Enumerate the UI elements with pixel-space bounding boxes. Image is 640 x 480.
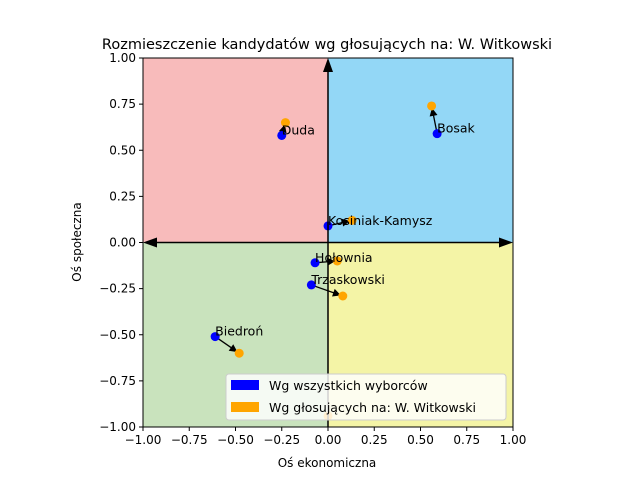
point-voters-3 xyxy=(332,256,342,266)
x-tick-label-4: 0.00 xyxy=(315,433,342,447)
y-tick-label-7: 0.75 xyxy=(109,97,136,111)
legend-swatch-voters xyxy=(231,402,259,412)
point-voters-2 xyxy=(347,215,357,225)
arrow-head-5 xyxy=(228,344,238,353)
point-label-4: Trzaskowski xyxy=(310,272,385,287)
point-voters-4 xyxy=(338,291,348,301)
chart-title: Rozmieszczenie kandydatów wg głosujących… xyxy=(102,37,552,53)
legend-label-all: Wg wszystkich wyborców xyxy=(269,378,428,393)
axis-arrow-left xyxy=(143,237,157,248)
y-tick-label-2: −0.50 xyxy=(99,328,136,342)
y-tick-label-3: −0.25 xyxy=(99,282,136,296)
y-tick-label-8: 1.00 xyxy=(109,51,136,65)
point-label-1: Bosak xyxy=(437,121,475,136)
y-tick-label-4: 0.00 xyxy=(109,236,136,250)
legend: Wg wszystkich wyborców Wg głosujących na… xyxy=(225,373,507,421)
quadrant-top-left xyxy=(143,58,328,243)
x-axis-title: Oś ekonomiczna xyxy=(278,456,377,470)
y-tick-label-6: 0.50 xyxy=(109,143,136,157)
point-all-1 xyxy=(432,129,442,139)
x-tick-label-5: 0.25 xyxy=(361,433,388,447)
point-all-3 xyxy=(310,258,320,268)
legend-box xyxy=(225,373,507,421)
point-voters-0 xyxy=(280,118,290,128)
x-tick-label-6: 0.50 xyxy=(407,433,434,447)
x-tick-label-1: −0.75 xyxy=(171,433,208,447)
y-tick-label-0: −1.00 xyxy=(99,420,136,434)
point-voters-1 xyxy=(427,101,437,111)
point-label-0: Duda xyxy=(282,122,315,137)
legend-label-voters: Wg głosujących na: W. Witkowski xyxy=(269,400,476,415)
x-tick-label-8: 1.00 xyxy=(500,433,527,447)
x-tick-label-0: −1.00 xyxy=(125,433,162,447)
point-label-3: Hołownia xyxy=(315,250,373,265)
point-all-4 xyxy=(306,280,316,290)
y-axis-title: Oś społeczna xyxy=(70,202,84,281)
quadrant-top-right xyxy=(328,58,513,243)
y-tick-label-1: −0.75 xyxy=(99,374,136,388)
x-axis-ticks: −1.00 −0.75 −0.50 −0.25 0.00 0.25 0.50 0.75 1.00 xyxy=(125,427,527,447)
axis-arrow-up xyxy=(323,58,333,72)
arrow-head-3 xyxy=(326,257,336,266)
x-tick-label-3: −0.25 xyxy=(263,433,300,447)
point-all-5 xyxy=(210,332,220,342)
axis-arrow-right xyxy=(499,237,513,248)
point-all-0 xyxy=(277,130,287,140)
x-tick-label-2: −0.50 xyxy=(217,433,254,447)
y-axis-ticks: −1.00 −0.75 −0.50 −0.25 0.00 0.25 0.50 0.75 1.00 xyxy=(99,51,143,434)
point-voters-5 xyxy=(234,348,244,358)
y-tick-label-5: 0.25 xyxy=(109,189,136,203)
data-points xyxy=(210,101,442,421)
point-label-5: Biedroń xyxy=(215,324,263,339)
point-label-2: Kosiniak-Kamysz xyxy=(328,213,433,228)
x-tick-label-7: 0.75 xyxy=(453,433,480,447)
point-labels: Duda Bosak Kosiniak-Kamysz Hołownia Trzaskow… xyxy=(215,121,475,339)
legend-swatch-all xyxy=(231,380,259,390)
